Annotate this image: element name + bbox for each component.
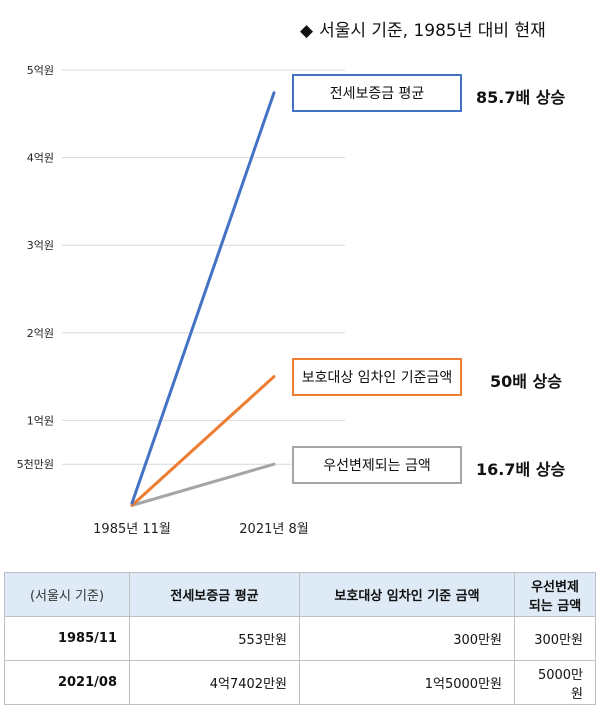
- x-tick-label: 1985년 11월: [93, 522, 171, 537]
- callout-series-2-label: 우선변제되는 금액: [323, 458, 431, 474]
- table-header-cell: 우선변제되는 금액: [514, 572, 596, 617]
- y-tick-label: 5천만원: [17, 457, 54, 471]
- x-axis-labels: 1985년 11월 2021년 8월: [93, 522, 309, 537]
- series-lines: [130, 91, 276, 507]
- rise-label-series-1: 50배 상승: [490, 372, 562, 391]
- table-cell: 5000만원: [514, 660, 596, 705]
- diamond-icon: ◆: [300, 21, 314, 41]
- table-row: 2021/08 4억7402만원 1억5000만원 5000만원: [4, 660, 596, 705]
- callout-series-1-label: 보호대상 임차인 기준금액: [301, 370, 453, 386]
- table-header-cell: 전세보증금 평균: [129, 572, 300, 617]
- table-cell: 553만원: [129, 616, 300, 661]
- chart-title: ◆ 서울시 기준, 1985년 대비 현재: [300, 21, 546, 41]
- data-table: (서울시 기준) 전세보증금 평균 보호대상 임차인 기준 금액 우선변제되는 …: [4, 572, 596, 705]
- table-cell: 1억5000만원: [299, 660, 515, 705]
- table-cell: 300만원: [514, 616, 596, 661]
- table-cell: 2021/08: [4, 660, 130, 705]
- table-header-cell: (서울시 기준): [4, 572, 130, 617]
- y-tick-label: 5억원: [27, 64, 54, 77]
- y-tick-label: 1억원: [27, 414, 54, 427]
- callout-series-0-label: 전세보증금 평균: [329, 86, 425, 102]
- y-tick-label: 2억원: [27, 327, 54, 340]
- line-chart: 5억원 4억원 3억원 2억원 1억원 5천만원 1985년 11월 2021년 8월: [17, 64, 345, 537]
- y-axis-labels: 5억원 4억원 3억원 2억원 1억원 5천만원: [17, 64, 54, 471]
- table-header-row: (서울시 기준) 전세보증금 평균 보호대상 임차인 기준 금액 우선변제되는 …: [4, 572, 596, 617]
- y-tick-label: 4억원: [27, 152, 54, 165]
- grid-lines: [62, 69, 345, 465]
- rise-label-series-2: 16.7배 상승: [476, 460, 566, 479]
- y-tick-label: 3억원: [27, 239, 54, 252]
- series-line-2: [130, 462, 276, 507]
- callout-series-0: 전세보증금 평균: [292, 74, 462, 112]
- table-row: 1985/11 553만원 300만원 300만원: [4, 616, 596, 661]
- callout-series-1: 보호대상 임차인 기준금액: [292, 358, 462, 396]
- table-cell: 1985/11: [4, 616, 130, 661]
- table-cell: 300만원: [299, 616, 515, 661]
- rise-label-series-0: 85.7배 상승: [476, 88, 566, 107]
- series-line-0: [130, 91, 276, 505]
- table-header-cell: 보호대상 임차인 기준 금액: [299, 572, 515, 617]
- table-cell: 4억7402만원: [129, 660, 300, 705]
- callout-series-2: 우선변제되는 금액: [292, 446, 462, 484]
- x-tick-label: 2021년 8월: [239, 522, 308, 537]
- series-line-1: [130, 375, 276, 507]
